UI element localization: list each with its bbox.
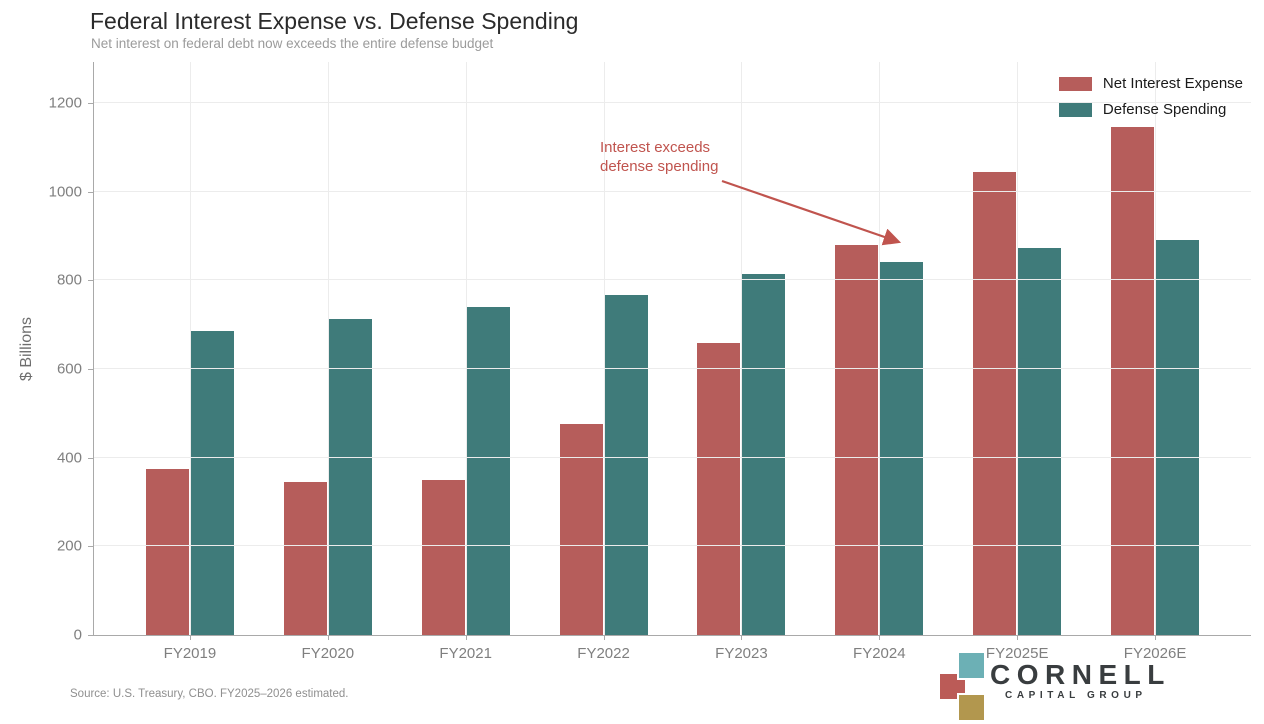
bar-pair: [421, 306, 510, 635]
x-tick-mark: [465, 635, 467, 640]
v-gridline: [603, 62, 605, 635]
v-gridline: [189, 62, 191, 635]
net-interest-bar: [973, 171, 1017, 635]
annotation-line: defense spending: [600, 157, 719, 175]
v-gridline: [327, 62, 329, 635]
bar-pair: [283, 319, 372, 635]
y-tick-mark: [88, 546, 94, 548]
chart-subtitle: Net interest on federal debt now exceeds…: [91, 36, 494, 51]
plot-panel: $ Billions FY2019 FY2020 FY2021 FY2022 FY202…: [18, 62, 1251, 662]
x-tick-mark: [879, 635, 881, 640]
defense-bar: [466, 306, 510, 635]
v-gridline: [879, 62, 881, 635]
net-interest-bar: [145, 468, 189, 635]
y-tick-label: 400: [56, 449, 82, 467]
y-tick-mark: [88, 103, 94, 104]
y-tick-mark: [88, 191, 94, 193]
bar-pair: [1111, 127, 1200, 635]
source-note: Source: U.S. Treasury, CBO. FY2025–2026 …: [70, 688, 349, 700]
defense-bar: [1156, 240, 1200, 635]
defense-bar: [190, 331, 234, 635]
net-interest-bar: [559, 424, 603, 635]
legend-label: Net Interest Expense: [1102, 75, 1243, 92]
defense-bar: [880, 262, 924, 635]
y-tick-mark: [88, 369, 94, 370]
net-interest-bar: [283, 482, 327, 635]
y-tick-label: 800: [56, 271, 82, 289]
bar-pair: [697, 273, 786, 635]
y-tick-mark: [88, 280, 94, 282]
bar-pair: [973, 171, 1062, 635]
net-interest-bar: [835, 244, 879, 635]
net-interest-swatch: [1058, 76, 1092, 91]
y-tick-label: 1000: [48, 183, 82, 201]
net-interest-bar: [1111, 127, 1155, 635]
category-column: FY2020: [259, 62, 397, 662]
x-tick-mark: [189, 635, 191, 640]
logo-name: CORNELL: [990, 659, 1171, 690]
category-column: FY2025E: [948, 62, 1086, 662]
legend: Net Interest Expense Defense Spending: [1058, 75, 1243, 127]
logo-gold-square: [959, 695, 984, 720]
y-tick-label: 600: [56, 360, 82, 378]
legend-item-defense: Defense Spending: [1058, 101, 1243, 118]
y-tick-label: 1200: [48, 94, 82, 112]
defense-bar: [328, 319, 372, 635]
x-tick-label: FY2026E: [1123, 645, 1187, 662]
y-tick-label: 0: [73, 626, 82, 644]
v-gridline: [1017, 62, 1019, 635]
defense-swatch: [1058, 102, 1092, 117]
x-tick-mark: [327, 635, 329, 640]
x-tick-mark: [1155, 635, 1157, 640]
annotation-line: Interest exceeds: [600, 139, 711, 156]
x-tick-mark: [603, 635, 605, 640]
h-gridline: [94, 456, 1251, 458]
defense-bar: [742, 273, 786, 635]
x-tick-label: FY2019: [163, 645, 217, 662]
category-column: FY2026E: [1086, 62, 1224, 662]
x-tick-label: FY2023: [715, 645, 768, 662]
bar-pair: [559, 295, 648, 635]
h-gridline: [94, 102, 1251, 103]
category-column: FY2022: [535, 62, 673, 662]
defense-bar: [604, 295, 648, 635]
bar-pair: [835, 244, 924, 635]
y-tick-mark: [88, 457, 94, 459]
h-gridline: [94, 279, 1251, 281]
v-gridline: [1155, 62, 1157, 635]
annotation-text: Interest exceeds defense spending: [600, 139, 718, 177]
logo-red-square: [940, 674, 965, 699]
bar-columns: FY2019 FY2020 FY2021 FY2022 FY2023 FY2024 FY20…: [121, 62, 1224, 662]
x-tick-label: FY2021: [439, 645, 492, 662]
defense-bar: [1018, 248, 1062, 635]
x-tick-label: FY2024: [853, 645, 906, 662]
y-tick-mark: [88, 635, 94, 636]
category-column: FY2023: [673, 62, 811, 662]
category-column: FY2024: [810, 62, 948, 662]
y-axis-title: $ Billions: [18, 316, 35, 381]
net-interest-bar: [421, 479, 465, 635]
cornell-logo: CORNELL CAPITAL GROUP: [938, 648, 1228, 720]
x-tick-label: FY2022: [577, 645, 630, 662]
logo-teal-square: [959, 653, 984, 678]
x-tick-mark: [1017, 635, 1019, 640]
legend-label: Defense Spending: [1102, 101, 1227, 118]
category-column: FY2021: [397, 62, 535, 662]
v-gridline: [465, 62, 467, 635]
x-tick-label: FY2020: [301, 645, 355, 662]
y-tick-label: 200: [56, 537, 82, 555]
v-gridline: [741, 62, 743, 635]
h-gridline: [94, 368, 1251, 369]
h-gridline: [94, 190, 1251, 192]
h-gridline: [94, 545, 1251, 547]
chart-title: Federal Interest Expense vs. Defense Spe…: [90, 8, 579, 34]
x-tick-label: FY2025E: [985, 645, 1049, 662]
net-interest-bar: [697, 342, 741, 635]
category-column: FY2019: [121, 62, 259, 662]
bar-pair: [145, 331, 234, 635]
x-tick-mark: [741, 635, 743, 640]
legend-item-net-interest: Net Interest Expense: [1058, 75, 1243, 92]
logo-group-line: CAPITAL GROUP: [1005, 690, 1147, 701]
